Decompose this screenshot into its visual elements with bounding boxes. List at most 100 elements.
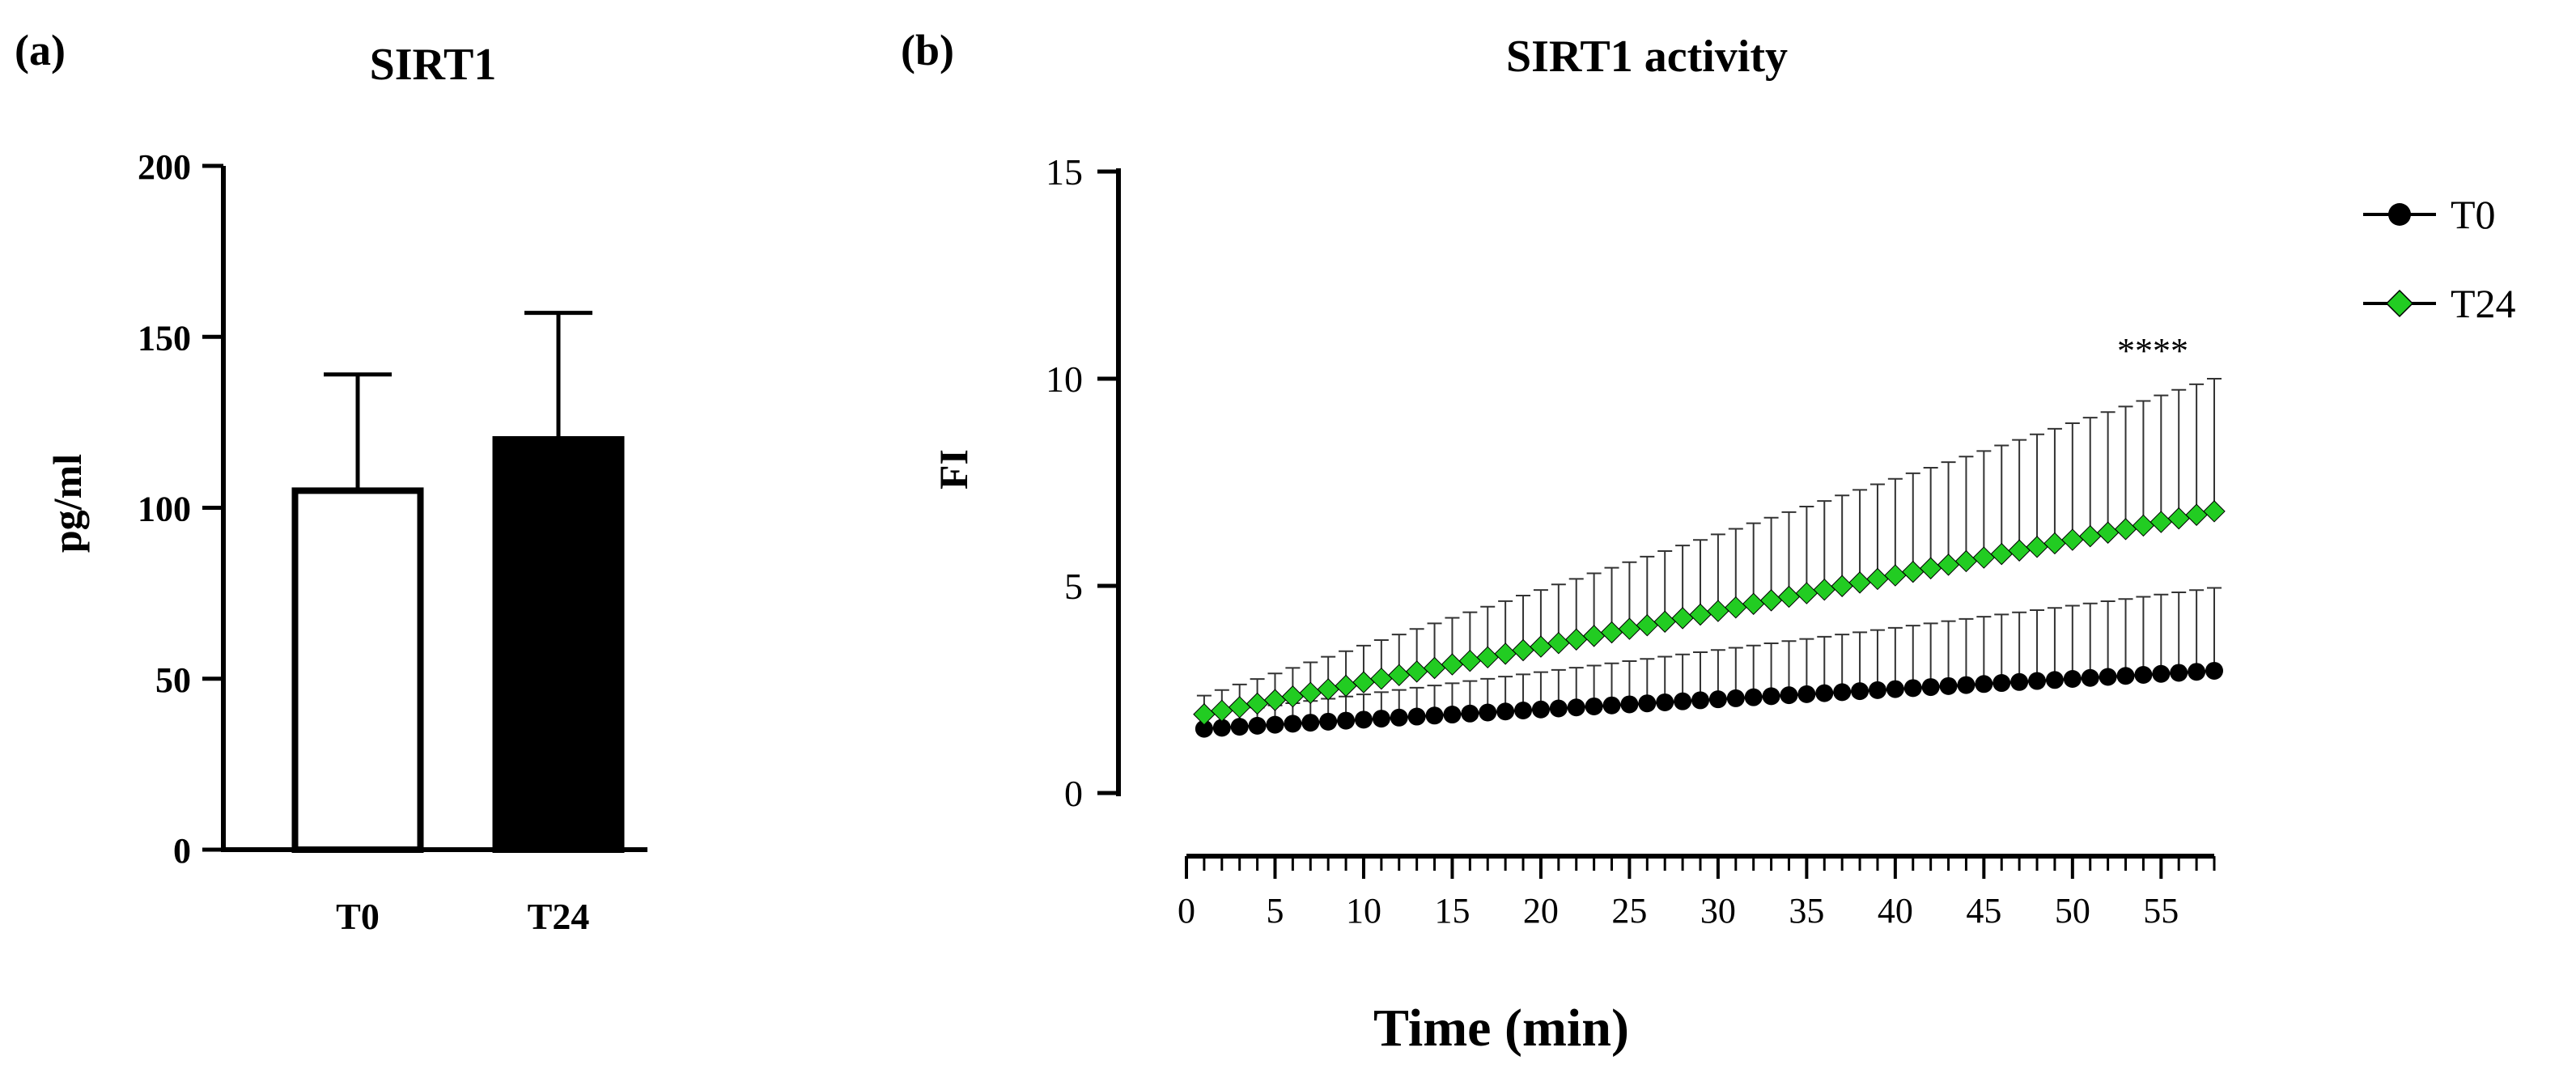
point-t0 [1585, 697, 1603, 715]
point-t0 [1939, 676, 1958, 695]
point-t0 [1708, 690, 1727, 709]
point-t0 [1833, 683, 1852, 702]
point-t24 [1671, 607, 1694, 630]
point-t24 [1725, 596, 1747, 619]
chart-a-category-label: T24 [528, 896, 590, 937]
point-t24 [1707, 600, 1729, 622]
point-t0 [1372, 710, 1390, 728]
chart-a-ytick-label: 100 [138, 490, 191, 529]
point-t0 [1638, 694, 1657, 713]
legend: T0 T24 [2363, 192, 2516, 326]
point-t24 [1388, 664, 1411, 687]
point-t0 [1284, 715, 1302, 733]
point-t24 [1246, 692, 1269, 715]
point-t0 [1780, 686, 1798, 705]
point-t24 [1565, 628, 1588, 651]
point-t0 [1656, 693, 1674, 711]
point-t0 [1531, 700, 1550, 719]
legend-t0-label: T0 [2451, 192, 2496, 237]
panel-label-b: (b) [901, 26, 954, 74]
point-t24 [1689, 603, 1712, 626]
chart-a-ytick-label: 150 [138, 318, 191, 358]
point-t0 [2170, 664, 2188, 682]
point-t0 [2188, 663, 2206, 681]
point-t24 [1299, 681, 1322, 705]
point-t24 [1211, 699, 1233, 723]
point-t0 [1815, 684, 1834, 702]
point-t0 [1549, 699, 1568, 718]
point-t0 [1602, 696, 1621, 715]
chart-b-ytick-label: 15 [1046, 151, 1083, 193]
point-t0 [1266, 715, 1284, 734]
point-t24 [1653, 610, 1676, 633]
point-t0 [1726, 689, 1745, 707]
point-t24 [1954, 549, 1978, 573]
point-t24 [1937, 553, 1960, 576]
point-t24 [1193, 703, 1216, 726]
point-t24 [1884, 564, 1907, 587]
point-t0 [1248, 716, 1267, 735]
chart-b-xtick-label: 25 [1611, 891, 1647, 931]
chart-a-ytick-label: 200 [138, 147, 191, 187]
point-t24 [1512, 638, 1534, 662]
point-t24 [1848, 571, 1871, 594]
chart-b-xtick-label: 40 [1878, 891, 1913, 931]
point-t24 [1972, 546, 1996, 569]
point-t0 [1390, 708, 1408, 727]
point-t0 [1886, 680, 1904, 698]
point-t24 [2008, 539, 2031, 562]
point-t24 [1795, 582, 1818, 604]
point-t24 [1335, 674, 1357, 698]
point-t0 [1992, 674, 2011, 693]
point-t0 [1744, 688, 1763, 706]
point-t0 [2134, 665, 2153, 684]
point-t24 [1370, 667, 1393, 690]
point-t24 [1530, 635, 1552, 658]
point-t0 [1868, 681, 1886, 699]
point-t0 [1762, 687, 1780, 706]
chart-a-category-label: T0 [336, 896, 380, 937]
point-t24 [1547, 631, 1570, 655]
line-chart-sirt1-activity: SIRT1 activity FI Time (min) 0 5 10 15 0 5 10… [931, 32, 2516, 1058]
point-t0 [1514, 702, 1533, 720]
point-t0 [1797, 685, 1816, 703]
point-t0 [2045, 671, 2064, 689]
point-t24 [1263, 689, 1287, 711]
point-t24 [1742, 592, 1765, 615]
point-t0 [1567, 698, 1585, 717]
point-t24 [1317, 678, 1339, 701]
point-t24 [1866, 567, 1889, 591]
point-t24 [1352, 671, 1375, 693]
chart-b-xtick-label: 5 [1266, 891, 1284, 931]
point-t24 [1919, 557, 1942, 579]
point-t24 [2079, 524, 2102, 548]
point-t0 [1195, 719, 1213, 738]
point-t0 [1212, 719, 1231, 737]
point-t24 [1476, 646, 1499, 669]
chart-a-ytick-label: 50 [155, 660, 191, 700]
point-t0 [2063, 670, 2082, 689]
point-t24 [1458, 649, 1482, 672]
point-t0 [1957, 676, 1975, 694]
chart-b-xtick-label: 50 [2055, 891, 2090, 931]
point-t0 [1903, 679, 1922, 698]
point-t24 [1423, 656, 1446, 680]
legend-t24-label: T24 [2451, 281, 2516, 326]
point-t24 [2096, 521, 2120, 544]
chart-a-title: SIRT1 [370, 40, 497, 90]
point-t24 [2149, 511, 2173, 533]
point-t0 [1479, 703, 1497, 722]
significance-annotation: **** [2117, 331, 2188, 371]
point-t24 [1777, 585, 1801, 609]
point-t0 [1496, 702, 1515, 721]
chart-b-xtick-label: 55 [2143, 891, 2179, 931]
point-t0 [1975, 675, 1993, 693]
chart-a-ylabel: pg/ml [45, 454, 90, 553]
point-t24 [2185, 503, 2208, 526]
point-t24 [1759, 589, 1783, 612]
point-t24 [1902, 560, 1925, 583]
chart-b-title: SIRT1 activity [1506, 32, 1788, 82]
chart-b-ytick-label: 5 [1064, 566, 1083, 607]
point-t0 [1620, 695, 1639, 714]
